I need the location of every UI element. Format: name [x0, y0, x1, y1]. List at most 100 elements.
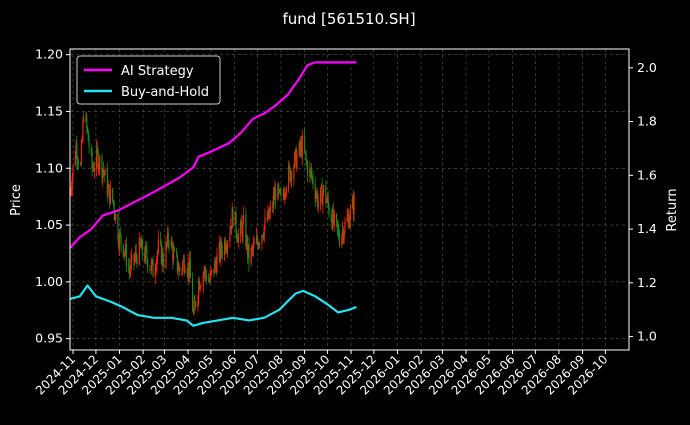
candle-body [288, 165, 290, 168]
candle-body [284, 194, 287, 195]
candle-body [88, 140, 90, 148]
candle-body [102, 169, 104, 178]
candle-body [80, 163, 82, 165]
candle-body [130, 260, 132, 271]
candle-body [246, 237, 249, 256]
candle-body [333, 213, 335, 224]
candle-body [279, 189, 281, 194]
candle-body [299, 142, 301, 151]
candle-body [271, 207, 274, 208]
candle-body [319, 187, 322, 204]
candle-body [92, 167, 94, 169]
candle-body [314, 184, 316, 199]
candle-body [90, 147, 92, 153]
candle-body [321, 185, 323, 206]
candle-body [224, 240, 226, 256]
candle-body [156, 257, 158, 269]
candle-body [138, 238, 140, 265]
buy-and-hold-line [69, 284, 357, 327]
candle-body [109, 185, 111, 204]
candle-body [205, 274, 207, 281]
candle-body [101, 156, 103, 178]
candle-body [167, 232, 169, 244]
candle-body [261, 235, 263, 244]
candle-body [102, 169, 105, 173]
candle-body [322, 193, 324, 206]
candle-body [214, 260, 216, 274]
candle-body [70, 189, 73, 192]
candle-body [323, 185, 325, 194]
candle-body [77, 161, 79, 164]
candle-body [300, 142, 302, 151]
candle-body [136, 257, 138, 265]
candle-body [192, 311, 194, 313]
legend: AI Strategy Buy-and-Hold [76, 55, 221, 105]
candle-body [264, 217, 266, 227]
candle-body [160, 238, 162, 243]
candle-body [285, 188, 287, 195]
candle-body [208, 280, 210, 282]
candle-body [109, 188, 111, 204]
candle-body [216, 254, 218, 273]
candle-body [348, 220, 351, 228]
candle-body [115, 214, 117, 221]
candle-body [194, 300, 196, 303]
candle-body [193, 300, 195, 313]
candle-body [267, 209, 269, 221]
candle-body [341, 234, 343, 246]
y-left-tick-label: 1.00 [35, 274, 63, 289]
y-axis-right-label: Return [665, 188, 680, 231]
candle-body [144, 253, 146, 261]
candle-body [305, 152, 307, 160]
candle-body [347, 215, 349, 217]
candle-body [273, 194, 275, 200]
candle-body [104, 168, 106, 176]
candle-body [168, 243, 170, 245]
candle-body [186, 270, 188, 275]
candle-body [342, 229, 344, 235]
candle-body [171, 240, 173, 247]
candle-body [317, 203, 319, 207]
candle-body [183, 258, 185, 273]
y-left-tick-label: 1.20 [35, 47, 63, 62]
candle-body [146, 249, 148, 260]
candle-body [128, 266, 130, 268]
candle-body [220, 241, 223, 252]
candle-body [275, 189, 277, 201]
candle-body [215, 263, 217, 273]
candle-body [103, 172, 105, 176]
y-left-tick-label: 1.15 [35, 103, 63, 118]
y-left-tick-label: 1.05 [35, 217, 63, 232]
candle-body [173, 250, 175, 251]
candle-body [188, 262, 190, 277]
candle-body [236, 238, 239, 243]
candle-body [303, 135, 306, 152]
y-right-tick-label: 1.4 [637, 221, 657, 236]
candle-body [280, 193, 282, 195]
candle-body [140, 243, 142, 249]
candle-body [107, 187, 109, 196]
candle-body [106, 168, 108, 196]
candle-body [209, 273, 211, 282]
candle-body [346, 216, 348, 222]
candle-body [268, 212, 271, 218]
candle-body [124, 245, 127, 253]
candle-body [124, 252, 126, 254]
candle-body [181, 269, 183, 272]
candle-body [77, 159, 79, 162]
candle-body [145, 246, 147, 250]
y-axis-left-label: Price [9, 184, 24, 216]
candle-body [326, 197, 329, 201]
legend-label-buy-and-hold: Buy-and-Hold [121, 85, 209, 100]
candle-body [160, 242, 162, 264]
candle-body [119, 232, 121, 235]
candle-body [177, 270, 179, 272]
candle-body [150, 261, 153, 270]
candle-body [225, 248, 227, 251]
candle-body [210, 272, 212, 274]
candle-body [336, 220, 338, 228]
candle-body [199, 286, 201, 290]
candle-body [198, 281, 200, 297]
candle-body [311, 176, 313, 178]
candle-body [258, 243, 260, 248]
